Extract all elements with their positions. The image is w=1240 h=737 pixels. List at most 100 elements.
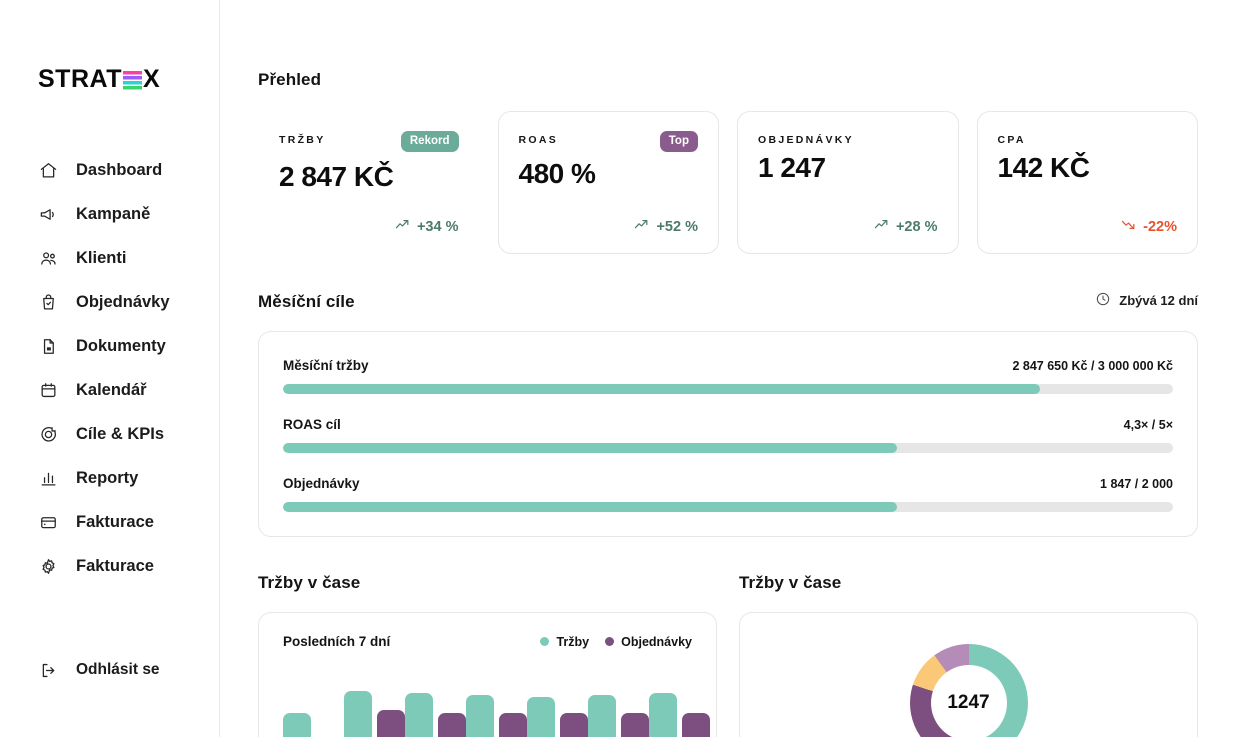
overview-header: Přehled: [258, 70, 1198, 90]
bar-group: [283, 667, 344, 737]
legend-item-objednavky: Objednávky: [605, 635, 692, 649]
trending-up-icon: [633, 216, 650, 237]
sidebar-item-reporty[interactable]: Reporty: [0, 456, 220, 500]
gear-icon: [38, 556, 58, 576]
brand-name-suffix: X: [142, 65, 161, 93]
goal-line: Objednávky 1 847 / 2 000: [283, 476, 1173, 491]
bar-group: [344, 667, 405, 737]
goal-line: ROAS cíl 4,3× / 5×: [283, 417, 1173, 432]
target-icon: [38, 424, 58, 444]
home-icon: [38, 160, 58, 180]
goal-value: 1 847 / 2 000: [1100, 477, 1173, 491]
sidebar-item-label: Kampaně: [76, 204, 151, 223]
goal-row-orders: Objednávky 1 847 / 2 000: [283, 476, 1173, 512]
kpi-value: 480 %: [518, 157, 596, 189]
sidebar-item-fakturace-settings[interactable]: Fakturace: [0, 544, 220, 588]
status-badge: Rekord: [400, 131, 459, 152]
chart-bar: [682, 712, 710, 737]
bar-chart-header: Posledních 7 dní Tržby Objednávky: [283, 634, 692, 649]
goal-name: Objednávky: [283, 476, 360, 491]
donut-hole: 1247: [930, 665, 1007, 737]
goals-title: Měsíční cíle: [258, 292, 355, 311]
logout-button[interactable]: Odhlásit se: [38, 660, 160, 680]
kpi-card-header: TRŽBY Rekord: [279, 131, 459, 152]
kpi-card-header: CPA: [998, 131, 1178, 146]
bar-group: [649, 667, 710, 737]
donut-center-value: 1247: [947, 692, 990, 713]
sidebar-item-kampane[interactable]: Kampaně: [0, 192, 220, 236]
progress-fill: [283, 502, 898, 512]
goal-name: Měsíční tržby: [283, 358, 369, 373]
spacer: [959, 111, 977, 254]
progress-fill: [283, 384, 1040, 394]
progress-track: [283, 502, 1173, 512]
kpi-label: CPA: [997, 134, 1026, 146]
chart-bar: [588, 694, 616, 737]
sidebar-item-cile-kpis[interactable]: Cíle & KPIs: [0, 412, 220, 456]
progress-fill: [283, 443, 898, 453]
progress-track: [283, 443, 1173, 453]
kpi-delta: +52 %: [633, 216, 698, 237]
sidebar-item-klienti[interactable]: Klienti: [0, 236, 220, 280]
sidebar-item-dashboard[interactable]: Dashboard: [0, 148, 220, 192]
kpi-card-header: ROAS Top: [519, 131, 698, 152]
goal-line: Měsíční tržby 2 847 650 Kč / 3 000 000 K…: [283, 358, 1173, 373]
megaphone-icon: [38, 204, 58, 224]
goal-name: ROAS cíl: [283, 417, 341, 432]
logout-label: Odhlásit se: [76, 661, 160, 678]
sidebar-item-objednavky[interactable]: Objednávky: [0, 280, 220, 324]
kpi-label: TRŽBY: [279, 134, 326, 146]
sidebar-item-fakturace[interactable]: Fakturace: [0, 500, 220, 544]
legend-dot: [605, 637, 615, 646]
goals-card: Měsíční tržby 2 847 650 Kč / 3 000 000 K…: [258, 331, 1198, 537]
kpi-value: 1 247: [758, 152, 826, 183]
chart-bar: [405, 693, 433, 737]
kpi-card-objednavky[interactable]: OBJEDNÁVKY 1 247 +28 %: [737, 111, 959, 254]
donut-chart-plot: 1247: [764, 644, 1173, 737]
clock-icon: [1095, 291, 1111, 310]
kpi-card-roas[interactable]: ROAS Top 480 % +52 %: [497, 111, 719, 254]
kpi-delta-value: +34 %: [416, 218, 459, 235]
sidebar: STRAT X Dashboard Kampaně K: [0, 0, 220, 737]
page-title: Přehled: [258, 70, 322, 89]
kpi-label: OBJEDNÁVKY: [758, 134, 854, 146]
bar-group: [466, 667, 527, 737]
kpi-delta-value: +28 %: [895, 218, 938, 235]
kpi-delta-value: -22%: [1143, 218, 1177, 235]
credit-card-icon: [38, 512, 58, 532]
kpi-card-trzby[interactable]: TRŽBY Rekord 2 847 KČ +34 %: [258, 111, 480, 254]
sidebar-item-label: Cíle & KPIs: [76, 424, 165, 443]
chart-bar: [438, 712, 466, 737]
legend-label: Objednávky: [621, 634, 692, 649]
kpi-delta: -22%: [1120, 216, 1177, 237]
goal-value: 4,3× / 5×: [1123, 418, 1173, 432]
sidebar-item-label: Dokumenty: [76, 336, 166, 355]
shopping-bag-icon: [38, 292, 58, 312]
main-content: Přehled TRŽBY Rekord 2 847 KČ +34 %: [220, 0, 1240, 737]
sidebar-item-dokumenty[interactable]: Dokumenty: [0, 324, 220, 368]
days-left-indicator: Zbývá 12 dní: [1095, 291, 1198, 310]
brand-logo[interactable]: STRAT X: [38, 65, 160, 94]
sidebar-nav: Dashboard Kampaně Klienti Objednávky: [0, 148, 220, 588]
sidebar-item-kalendar[interactable]: Kalendář: [0, 368, 220, 412]
trending-down-icon: [1120, 216, 1137, 237]
spacer: [480, 111, 498, 254]
kpi-card-row: TRŽBY Rekord 2 847 KČ +34 % ROAS Top 480: [258, 111, 1198, 254]
gradient-e-mark-icon: [122, 70, 142, 91]
calendar-icon: [38, 380, 58, 400]
bar-group: [588, 667, 649, 737]
chart-legend: Tržby Objednávky: [540, 635, 692, 649]
brand-name-prefix: STRAT: [38, 65, 122, 93]
sidebar-item-label: Objednávky: [76, 292, 170, 311]
kpi-card-cpa[interactable]: CPA 142 KČ -22%: [976, 111, 1198, 254]
bar-chart-card: Posledních 7 dní Tržby Objednávky: [258, 612, 717, 737]
users-icon: [38, 248, 58, 268]
sidebar-item-label: Klienti: [76, 248, 127, 267]
kpi-delta-value: +52 %: [656, 218, 698, 235]
kpi-delta: +34 %: [394, 216, 459, 237]
days-left-label: Zbývá 12 dní: [1119, 293, 1198, 308]
sidebar-item-label: Fakturace: [76, 556, 154, 575]
bar-chart-subtitle: Posledních 7 dní: [283, 634, 391, 649]
chart-bar: [344, 691, 372, 737]
